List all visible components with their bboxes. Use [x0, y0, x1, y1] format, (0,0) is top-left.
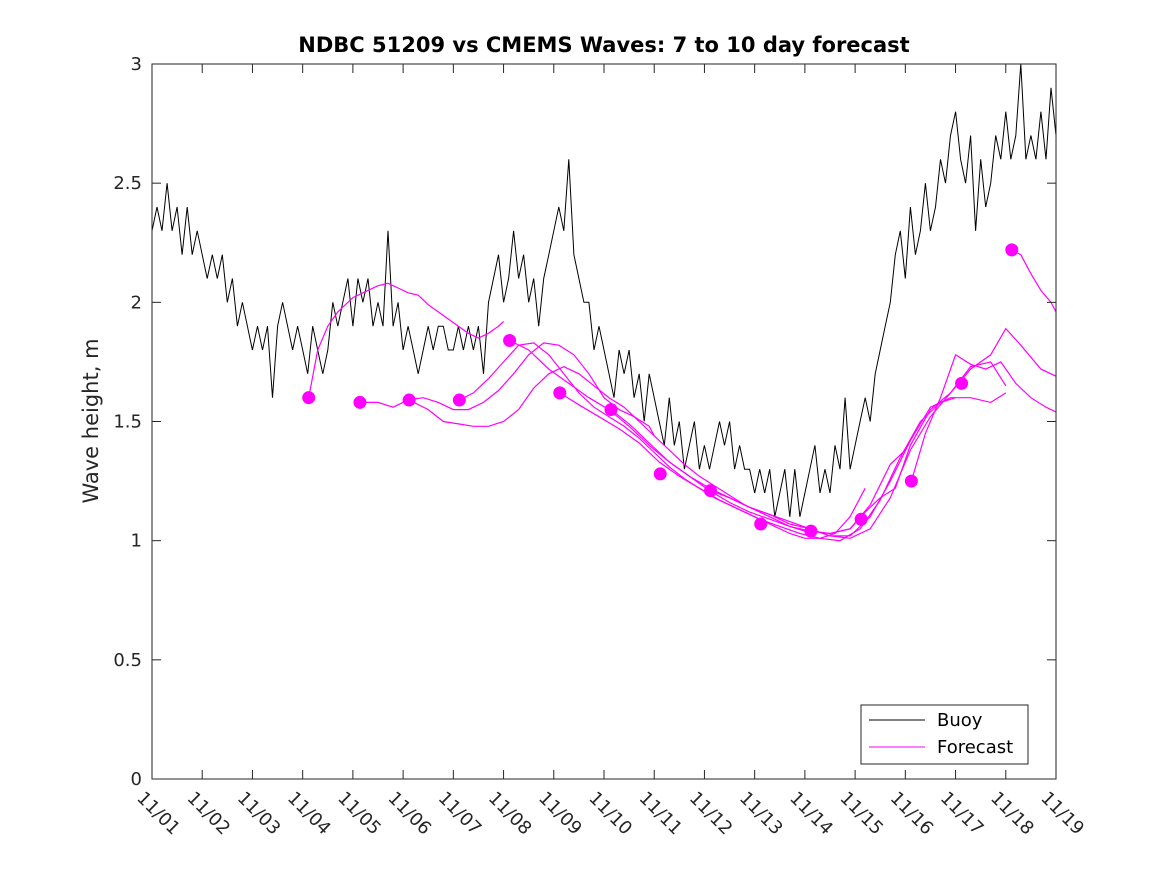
forecast-start-point: [503, 333, 517, 347]
forecast-series-line-4: [459, 342, 866, 539]
y-tick-label: 3: [131, 54, 142, 75]
forecast-start-point: [553, 386, 567, 400]
forecast-start-point: [804, 524, 818, 538]
forecast-series-line-1: [308, 282, 505, 398]
legend-box: [860, 704, 1029, 765]
forecast-series-line-9: [810, 327, 1056, 535]
buoy-series-line: [152, 64, 1056, 517]
forecast-start-point: [452, 393, 466, 407]
series-layer: [152, 64, 1056, 542]
forecast-start-point: [604, 403, 618, 417]
forecast-series-line-10: [910, 353, 1056, 482]
forecast-start-point: [703, 484, 717, 498]
forecast-start-point: [955, 376, 969, 390]
y-tick-label: 2.5: [113, 173, 142, 194]
forecast-start-point: [904, 474, 918, 488]
forecast-series-line-11: [1011, 249, 1056, 313]
forecast-start-point: [1005, 243, 1019, 257]
forecast-start-point: [302, 391, 316, 405]
forecast-start-point: [353, 395, 367, 409]
y-tick-label: 0: [131, 769, 142, 790]
y-tick-label: 2: [131, 292, 142, 313]
forecast-start-point: [854, 512, 868, 526]
y-tick-label: 1.5: [113, 412, 142, 433]
y-axis: 0 0.5 1 1.5 2 2.5 3: [113, 54, 1056, 790]
chart-title: NDBC 51209 vs CMEMS Waves: 7 to 10 day f…: [298, 33, 909, 57]
legend: Buoy Forecast: [860, 704, 1029, 765]
forecast-start-point: [653, 467, 667, 481]
y-tick-label: 0.5: [113, 650, 142, 671]
forecast-start-point: [754, 517, 768, 531]
plot-background: [152, 64, 1056, 779]
y-tick-label: 1: [131, 531, 142, 552]
plot-area: [151, 63, 1057, 780]
forecast-start-point: [402, 393, 416, 407]
legend-forecast-label: Forecast: [937, 737, 1013, 758]
y-axis-label: Wave height, m: [79, 338, 103, 503]
legend-buoy-label: Buoy: [937, 710, 983, 731]
